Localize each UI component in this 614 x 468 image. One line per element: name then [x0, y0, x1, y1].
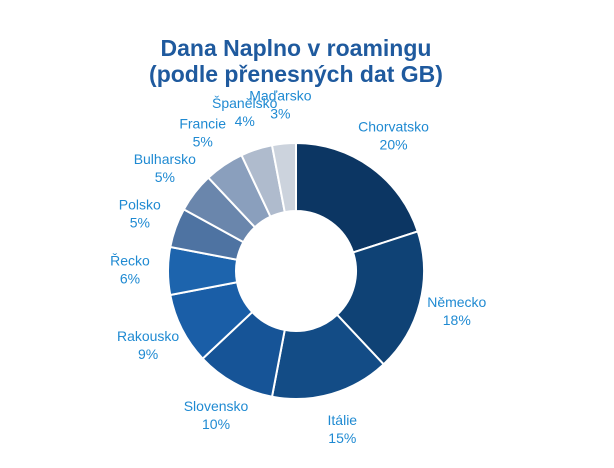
- slice-label: Chorvatsko: [358, 118, 429, 134]
- slice-value-label: 9%: [138, 346, 158, 362]
- slice-label: Rakousko: [117, 328, 179, 344]
- slice-label: Slovensko: [184, 398, 249, 414]
- slice-value-label: 3%: [270, 105, 290, 121]
- slice-value-label: 5%: [193, 133, 213, 149]
- slice-value-label: 20%: [380, 136, 408, 152]
- slice-value-label: 6%: [120, 271, 140, 287]
- slice-label: Německo: [427, 294, 486, 310]
- donut-slice: [270, 141, 297, 214]
- slice-label: Maďarsko: [249, 87, 312, 103]
- slice-value-label: 4%: [235, 113, 255, 129]
- slice-value-label: 15%: [328, 430, 356, 446]
- slice-value-label: 10%: [202, 416, 230, 432]
- donut-slice: [295, 141, 419, 254]
- donut-slice: [335, 230, 425, 366]
- slice-label: Španělsko: [212, 95, 278, 111]
- slice-label: Řecko: [110, 253, 150, 269]
- chart-title: Dana Naplno v roamingu: [161, 35, 432, 61]
- slice-label: Bulharsko: [134, 151, 196, 167]
- slice-label: Polsko: [119, 196, 161, 212]
- slice-label: Itálie: [328, 412, 358, 428]
- slice-value-label: 18%: [443, 312, 471, 328]
- slice-label: Francie: [179, 115, 226, 131]
- chart-subtitle: (podle přenesných dat GB): [149, 61, 443, 87]
- slice-value-label: 5%: [130, 214, 150, 230]
- slice-value-label: 5%: [155, 169, 175, 185]
